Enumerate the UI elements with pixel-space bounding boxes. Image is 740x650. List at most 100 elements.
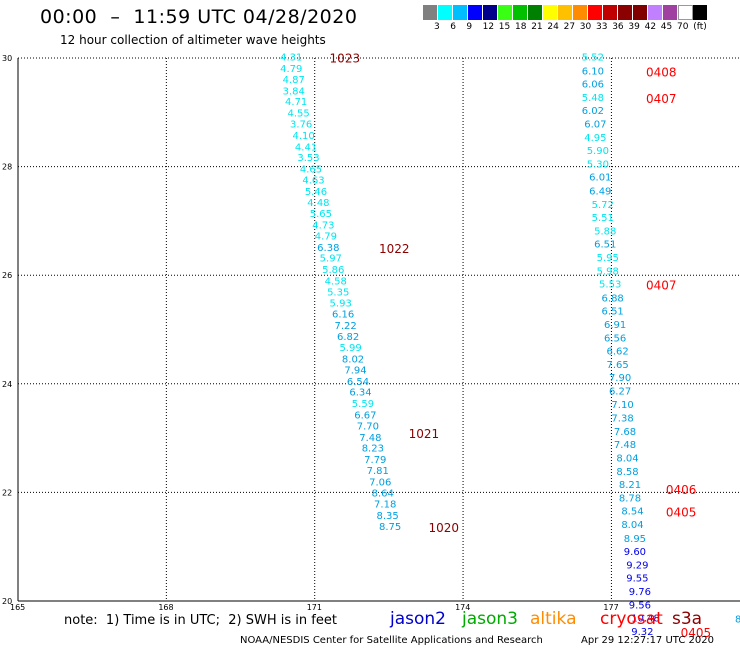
swh-value: 7.22 xyxy=(334,321,356,332)
swh-value: 7.81 xyxy=(367,466,389,477)
color-scale-label: 21 xyxy=(531,22,543,32)
swh-value: 4.41 xyxy=(295,142,317,153)
color-scale-swatch xyxy=(558,5,573,20)
swh-value: 5.98 xyxy=(597,267,619,278)
swh-value: 8.54 xyxy=(621,507,643,518)
swh-value: 5.86 xyxy=(322,265,344,276)
swh-value: 9.60 xyxy=(624,547,646,558)
swh-value: 4.58 xyxy=(325,276,347,287)
swh-value: 10.48 xyxy=(631,614,660,625)
y-tick-label: 20 xyxy=(2,597,12,606)
color-scale-label: 33 xyxy=(596,22,608,32)
color-scale-swatch xyxy=(528,5,543,20)
chart-subtitle: 12 hour collection of altimeter wave hei… xyxy=(60,33,326,47)
swh-value: 5.93 xyxy=(330,299,352,310)
swh-value: 3.84 xyxy=(283,86,305,97)
swh-value: 5.59 xyxy=(352,399,374,410)
swh-value: 6.10 xyxy=(582,66,604,77)
swh-value: 7.18 xyxy=(374,500,396,511)
swh-value: 4.55 xyxy=(288,109,310,120)
color-scale-swatch xyxy=(603,5,618,20)
swh-value: 8.20 xyxy=(735,615,740,626)
y-tick-label: 28 xyxy=(2,163,12,172)
time-label: 0406 xyxy=(666,483,697,497)
color-scale-swatch xyxy=(678,5,693,20)
swh-value: 5.35 xyxy=(327,287,349,298)
mission-label-altika: altika xyxy=(530,609,577,629)
swh-value: 9.55 xyxy=(626,573,648,584)
swh-value: 5.51 xyxy=(592,213,614,224)
time-label: 1020 xyxy=(428,521,459,535)
color-scale-label: 30 xyxy=(579,22,592,32)
color-scale-label: 9 xyxy=(466,22,473,32)
color-scale-label: 6 xyxy=(450,22,456,32)
swh-value: 4.48 xyxy=(307,198,329,209)
color-scale-label: (ft) xyxy=(693,22,707,32)
swh-value: 8.04 xyxy=(621,520,643,531)
swh-value: 5.65 xyxy=(310,209,332,220)
swh-value: 9.56 xyxy=(629,601,651,612)
generated-timestamp: Apr 29 12:27:17 UTC 2020 xyxy=(581,635,714,646)
swh-value: 7.94 xyxy=(344,365,366,376)
swh-value: 6.67 xyxy=(354,411,376,422)
chart-title: 00:00 – 11:59 UTC 04/28/2020 xyxy=(40,6,358,28)
swh-value: 7.90 xyxy=(609,373,631,384)
color-scale-swatch xyxy=(483,5,498,20)
swh-value: 7.79 xyxy=(364,455,386,466)
color-scale-swatch xyxy=(693,5,708,20)
swh-value: 8.04 xyxy=(616,453,638,464)
swh-value: 4.79 xyxy=(315,231,337,242)
mission-label-cryosat: cryosat xyxy=(600,609,663,629)
time-label: 1023 xyxy=(330,52,361,66)
swh-value: 5.53 xyxy=(599,280,621,291)
y-tick-label: 30 xyxy=(2,54,12,63)
color-scale-label: 3 xyxy=(434,22,440,32)
swh-value: 6.54 xyxy=(347,377,369,388)
color-scale-swatch xyxy=(648,5,663,20)
swh-value: 4.31 xyxy=(280,53,302,64)
swh-value: 6.02 xyxy=(582,106,604,117)
color-scale-label: 18 xyxy=(515,22,527,32)
swh-value: 5.95 xyxy=(597,253,619,264)
color-scale-label: 70 xyxy=(677,22,689,32)
color-scale-swatch xyxy=(438,5,453,20)
swh-value: 6.16 xyxy=(332,310,354,321)
time-label: 1021 xyxy=(409,427,440,441)
color-scale-label: 24 xyxy=(547,22,559,32)
swh-value: 5.46 xyxy=(305,187,327,198)
color-scale-bar xyxy=(423,5,708,20)
footnote: note: 1) Time is in UTC; 2) SWH is in fe… xyxy=(64,613,337,628)
swh-value: 7.38 xyxy=(611,413,633,424)
swh-value: 8.75 xyxy=(379,522,401,533)
y-tick-label: 24 xyxy=(2,380,12,389)
color-scale-swatch xyxy=(633,5,648,20)
swh-value: 6.56 xyxy=(604,333,626,344)
swh-value: 7.06 xyxy=(369,477,391,488)
swh-value: 3.53 xyxy=(297,153,319,164)
swh-value: 5.72 xyxy=(592,200,614,211)
y-tick-label: 26 xyxy=(2,271,12,280)
color-scale-label: 39 xyxy=(628,22,640,32)
swh-value: 7.65 xyxy=(606,360,628,371)
swh-value: 9.32 xyxy=(631,627,653,638)
swh-value: 8.23 xyxy=(362,444,384,455)
time-label: 0407 xyxy=(646,279,677,293)
swh-value: 6.49 xyxy=(589,186,611,197)
swh-value: 6.88 xyxy=(602,293,624,304)
mission-label-s3a: s3a xyxy=(672,609,703,629)
swh-value: 4.79 xyxy=(280,64,302,75)
swh-value: 6.38 xyxy=(317,243,339,254)
swh-value: 4.95 xyxy=(584,133,606,144)
color-scale-label: 45 xyxy=(660,22,673,32)
swh-value: 4.73 xyxy=(312,221,334,232)
x-tick-label: 174 xyxy=(455,603,470,612)
swh-value: 6.62 xyxy=(606,346,628,357)
swh-value: 5.97 xyxy=(320,254,342,265)
time-label: 0407 xyxy=(646,92,677,106)
swh-value: 6.51 xyxy=(594,240,616,251)
swh-value: 4.71 xyxy=(285,97,307,108)
swh-value: 7.48 xyxy=(359,433,381,444)
swh-value: 6.51 xyxy=(602,306,624,317)
color-scale-swatch xyxy=(453,5,468,20)
